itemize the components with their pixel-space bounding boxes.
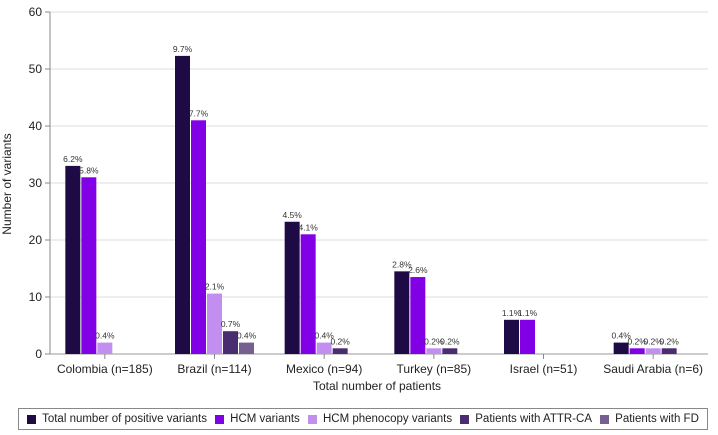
data-labels: 6.2%5.8% 0.4% 9.7% 7.7% 2.1% 0.7% 0.4% 4.5% 4.1%… [63, 44, 679, 346]
data-label: 5.8% [79, 165, 99, 175]
data-label: 0.4% [611, 331, 631, 341]
bar [504, 319, 519, 354]
x-tick-label: Colombia (n=185) [57, 362, 153, 376]
data-label: 6.2% [63, 154, 83, 164]
bar [191, 120, 206, 354]
legend-swatch [27, 414, 37, 424]
bar [316, 342, 332, 354]
data-label: 0.2% [627, 336, 647, 346]
bar [629, 348, 645, 354]
legend-item: HCM variants [215, 413, 300, 425]
data-label: 0.2% [424, 336, 444, 346]
legend-swatch [600, 414, 610, 424]
bar [284, 221, 300, 354]
y-tick-label: 0 [35, 347, 42, 361]
data-label: 4.1% [298, 222, 318, 232]
bar [442, 348, 458, 354]
x-axis: Colombia (n=185) Brazil (n=114) Mexico (n=… [57, 354, 703, 376]
data-label: 0.4% [314, 331, 334, 341]
data-label: 7.7% [189, 108, 209, 118]
y-axis: 0 10 20 30 40 50 60 [29, 5, 51, 361]
data-label: 0.7% [221, 319, 241, 329]
data-label: 9.7% [173, 44, 193, 54]
legend-label: HCM phenocopy variants [322, 413, 453, 425]
x-tick-label: Saudi Arabia (n=6) [603, 362, 703, 376]
y-tick-label: 20 [29, 233, 43, 247]
bar [81, 177, 97, 354]
bar [520, 319, 535, 354]
bar [410, 277, 426, 354]
legend-label: Patients with ATTR-CA [475, 413, 592, 425]
bar [223, 331, 238, 354]
bar [97, 342, 113, 354]
data-label: 4.5% [282, 210, 302, 220]
legend-item: HCM phenocopy variants [307, 413, 453, 425]
x-axis-label: Total number of patients [313, 379, 441, 393]
legend-label: Total number of positive variants [42, 413, 207, 425]
y-axis-label: Number of variants [0, 133, 14, 234]
data-label: 2.8% [392, 259, 412, 269]
legend-item: Patients with FD [600, 413, 699, 425]
bar [300, 234, 316, 354]
y-tick-label: 30 [29, 176, 43, 190]
gridlines [50, 11, 708, 355]
data-label: 0.2% [330, 336, 350, 346]
bar [426, 348, 442, 354]
bar [613, 342, 629, 354]
y-tick-label: 50 [29, 62, 43, 76]
data-label: 2.6% [408, 265, 428, 275]
bar-chart: 0 10 20 30 40 50 60 Colombia (n=185) Brazil (n=… [0, 5, 708, 393]
x-tick-label: Israel (n=51) [510, 362, 578, 376]
bars [65, 55, 677, 354]
bar [65, 165, 81, 354]
legend-item: Patients with ATTR-CA [460, 413, 592, 425]
bar [175, 55, 190, 354]
bar [661, 348, 677, 354]
data-label: 0.2% [643, 336, 663, 346]
legend-label: HCM variants [230, 413, 300, 425]
legend-label: Patients with FD [615, 413, 699, 425]
legend-swatch [460, 414, 470, 424]
x-tick-label: Mexico (n=94) [286, 362, 362, 376]
bar [207, 293, 222, 354]
data-label: 1.1% [518, 308, 538, 318]
y-tick-label: 40 [29, 119, 43, 133]
data-label: 0.4% [237, 331, 257, 341]
bar [332, 348, 348, 354]
legend: Total number of positive variants HCM var… [18, 408, 708, 430]
y-tick-label: 60 [29, 5, 43, 19]
data-label: 1.1% [502, 308, 522, 318]
data-label: 0.2% [440, 336, 460, 346]
legend-swatch [307, 414, 317, 424]
x-tick-label: Turkey (n=85) [397, 362, 472, 376]
data-label: 2.1% [205, 282, 225, 292]
y-tick-label: 10 [29, 290, 43, 304]
data-label: 0.2% [659, 336, 679, 346]
legend-swatch [215, 414, 225, 424]
legend-item: Total number of positive variants [27, 413, 207, 425]
bar [645, 348, 661, 354]
x-tick-label: Brazil (n=114) [177, 362, 251, 376]
bar [394, 271, 410, 354]
data-label: 0.4% [95, 331, 115, 341]
bar [239, 342, 254, 354]
